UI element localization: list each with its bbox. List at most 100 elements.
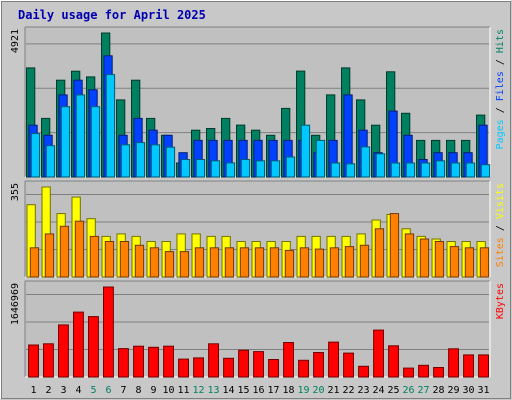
x-tick-label: 26 (402, 385, 414, 396)
bar-pages-day-19 (300, 124, 311, 178)
legend-entry: / (495, 219, 506, 237)
bar-sites-day-26 (404, 233, 415, 278)
bar-pages-day-15 (240, 159, 251, 178)
x-tick-label: 7 (120, 385, 126, 396)
bar-kbytes-day-12 (193, 357, 205, 378)
panel-legend: Sites / Visits (495, 183, 506, 267)
bar-kbytes-day-23 (358, 365, 370, 378)
bar-sites-day-28 (434, 241, 445, 278)
bar-pages-day-17 (270, 160, 281, 178)
bar-pages-day-9 (150, 144, 161, 178)
bar-sites-day-6 (104, 241, 115, 278)
bar-pages-day-21 (330, 162, 341, 178)
bar-sites-day-1 (29, 247, 40, 278)
bars (26, 32, 491, 178)
x-tick-label: 22 (342, 385, 354, 396)
x-tick-label: 4 (75, 385, 81, 396)
bar-sites-day-18 (284, 249, 295, 278)
x-tick-label: 28 (432, 385, 444, 396)
bar-sites-day-2 (44, 233, 55, 278)
x-tick-label: 17 (267, 385, 279, 396)
bar-pages-day-24 (375, 153, 386, 178)
bar-pages-day-30 (465, 162, 476, 178)
x-tick-label: 6 (105, 385, 111, 396)
bar-pages-day-29 (450, 162, 461, 178)
bar-sites-day-27 (419, 238, 430, 278)
bar-sites-day-16 (254, 247, 265, 278)
bars (26, 186, 490, 278)
bar-kbytes-day-5 (88, 316, 99, 378)
bar-pages-day-25 (390, 162, 401, 178)
bar-kbytes-day-7 (118, 348, 129, 378)
bar-pages-day-5 (90, 106, 101, 178)
bar-kbytes-day-18 (283, 342, 295, 378)
bar-pages-day-14 (225, 162, 236, 178)
x-tick-label: 5 (90, 385, 96, 396)
bar-sites-day-14 (224, 247, 235, 278)
bar-sites-day-21 (329, 247, 340, 278)
bar-sites-day-19 (299, 247, 310, 278)
bar-kbytes-day-2 (43, 343, 54, 378)
bar-sites-day-23 (359, 244, 370, 278)
bar-sites-day-12 (194, 247, 205, 278)
x-tick-label: 19 (297, 385, 309, 396)
bar-pages-day-26 (405, 162, 416, 178)
bar-kbytes-day-10 (163, 345, 175, 378)
bar-pages-day-22 (345, 163, 356, 178)
bar-pages-day-20 (315, 139, 326, 178)
bars (28, 286, 490, 378)
bar-kbytes-day-25 (388, 345, 400, 378)
legend-entry: / (495, 53, 506, 71)
bar-kbytes-day-14 (223, 357, 235, 378)
bar-kbytes-day-19 (298, 359, 310, 378)
x-tick-label: 30 (462, 385, 474, 396)
bar-sites-day-4 (74, 220, 85, 278)
bar-kbytes-day-4 (73, 311, 84, 378)
bar-kbytes-day-21 (328, 341, 340, 378)
bar-sites-day-25 (389, 213, 400, 278)
bar-kbytes-day-28 (433, 367, 445, 378)
panel-hits-files-pages: 4921 Pages / Files / Hits (10, 26, 506, 178)
panel-legend: KBytes (495, 283, 506, 319)
bar-kbytes-day-29 (448, 348, 460, 378)
bar-sites-day-13 (209, 247, 220, 278)
x-tick-label: 15 (237, 385, 249, 396)
x-tick-label: 27 (417, 385, 429, 396)
bar-sites-day-30 (464, 247, 475, 278)
x-tick-label: 13 (207, 385, 219, 396)
bar-kbytes-day-31 (478, 354, 490, 378)
x-tick-label: 25 (387, 385, 399, 396)
bar-pages-day-11 (180, 159, 191, 178)
bar-sites-day-31 (479, 247, 490, 278)
panel-max-label: 4921 (10, 29, 21, 53)
bar-kbytes-day-30 (463, 354, 475, 378)
legend-entry: Visits (495, 183, 506, 219)
bar-kbytes-day-26 (403, 367, 415, 378)
bar-pages-day-16 (255, 160, 266, 178)
bar-pages-day-6 (105, 74, 116, 178)
legend-entry: Files (495, 71, 506, 101)
bar-sites-day-20 (314, 248, 325, 278)
x-tick-label: 20 (312, 385, 324, 396)
bar-kbytes-day-3 (58, 324, 69, 378)
bar-pages-day-31 (480, 164, 491, 178)
bar-kbytes-day-1 (28, 344, 39, 378)
x-tick-label: 9 (150, 385, 156, 396)
legend-entry: Sites (495, 237, 506, 267)
bar-kbytes-day-9 (148, 346, 160, 378)
bar-sites-day-7 (119, 241, 130, 278)
bar-kbytes-day-16 (253, 351, 265, 378)
x-tick-label: 24 (372, 385, 384, 396)
x-tick-label: 16 (252, 385, 264, 396)
bar-sites-day-15 (239, 247, 250, 278)
legend-entry: Pages (495, 119, 506, 149)
x-tick-label: 12 (192, 385, 204, 396)
panel-max-label: 355 (10, 183, 21, 201)
bar-sites-day-9 (149, 247, 160, 278)
legend-entry: / (495, 101, 506, 119)
bar-kbytes-day-6 (103, 286, 114, 378)
bar-kbytes-day-8 (133, 345, 145, 378)
bar-pages-day-12 (195, 159, 206, 178)
